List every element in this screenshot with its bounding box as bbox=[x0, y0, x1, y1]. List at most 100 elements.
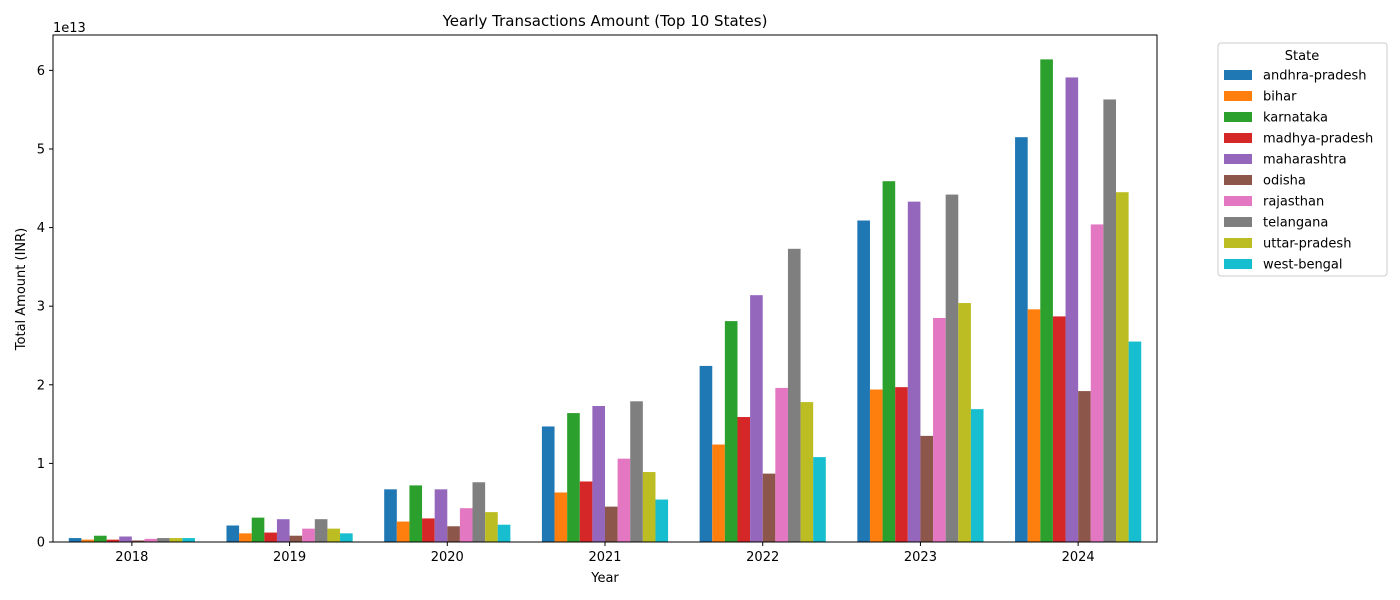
bar-bihar-2022 bbox=[712, 444, 725, 542]
x-tick-label: 2020 bbox=[431, 550, 464, 565]
bar-west-bengal-2023 bbox=[970, 409, 984, 542]
bar-telangana-2019 bbox=[314, 519, 328, 542]
bar-bihar-2018 bbox=[81, 539, 95, 542]
bar-telangana-2023 bbox=[945, 194, 959, 542]
legend-swatch-madhya-pradesh bbox=[1224, 133, 1252, 143]
bar-karnataka-2019 bbox=[251, 517, 265, 542]
bar-rajasthan-2022 bbox=[775, 387, 788, 542]
bar-uttar-pradesh-2023 bbox=[958, 303, 971, 542]
bar-karnataka-2020 bbox=[409, 485, 423, 542]
bar-west-bengal-2021 bbox=[655, 499, 669, 542]
legend-swatch-west-bengal bbox=[1224, 259, 1252, 269]
y-tick-label: 3 bbox=[37, 300, 45, 315]
bar-bihar-2024 bbox=[1027, 309, 1041, 542]
y-tick-label: 2 bbox=[37, 378, 45, 393]
bar-madhya-pradesh-2018 bbox=[106, 539, 120, 542]
bar-uttar-pradesh-2020 bbox=[485, 512, 498, 542]
y-tick-label: 4 bbox=[37, 221, 45, 236]
bar-odisha-2019 bbox=[289, 535, 303, 542]
bar-odisha-2022 bbox=[762, 473, 776, 542]
y-tick-label: 0 bbox=[37, 536, 45, 551]
x-tick-label: 2019 bbox=[273, 550, 306, 565]
bar-madhya-pradesh-2022 bbox=[737, 417, 751, 542]
bar-bihar-2020 bbox=[396, 521, 410, 542]
legend-title: State bbox=[1285, 49, 1319, 64]
bar-madhya-pradesh-2021 bbox=[579, 481, 593, 542]
bar-madhya-pradesh-2020 bbox=[422, 518, 435, 542]
y-axis-label: Total Amount (INR) bbox=[14, 228, 29, 351]
bar-rajasthan-2023 bbox=[933, 317, 946, 542]
bar-andhra-pradesh-2023 bbox=[857, 220, 870, 542]
bar-andhra-pradesh-2024 bbox=[1015, 137, 1028, 542]
legend-swatch-telangana bbox=[1224, 217, 1252, 227]
bar-telangana-2021 bbox=[630, 401, 643, 542]
bar-uttar-pradesh-2019 bbox=[327, 528, 341, 542]
bar-rajasthan-2019 bbox=[302, 528, 315, 542]
x-tick-label: 2021 bbox=[588, 550, 621, 565]
bar-telangana-2024 bbox=[1103, 99, 1116, 543]
bar-andhra-pradesh-2022 bbox=[699, 365, 713, 542]
bar-maharashtra-2019 bbox=[276, 519, 290, 542]
bar-karnataka-2023 bbox=[882, 181, 896, 542]
bar-west-bengal-2020 bbox=[497, 524, 511, 542]
y-tick-label: 5 bbox=[37, 142, 45, 157]
legend-swatch-rajasthan bbox=[1224, 196, 1252, 206]
legend-swatch-andhra-pradesh bbox=[1224, 70, 1252, 80]
bar-maharashtra-2023 bbox=[907, 201, 921, 542]
bar-odisha-2023 bbox=[920, 435, 934, 542]
bar-karnataka-2024 bbox=[1040, 59, 1053, 543]
x-tick-label: 2018 bbox=[115, 550, 148, 565]
bar-telangana-2018 bbox=[157, 538, 170, 542]
bar-maharashtra-2024 bbox=[1065, 77, 1079, 542]
bar-rajasthan-2024 bbox=[1090, 224, 1104, 542]
bar-uttar-pradesh-2021 bbox=[642, 472, 656, 542]
legend-swatch-karnataka bbox=[1224, 112, 1252, 122]
y-offset-text: 1e13 bbox=[53, 21, 86, 36]
plot-frame bbox=[52, 34, 1158, 543]
bar-uttar-pradesh-2018 bbox=[169, 538, 183, 542]
legend-label-bihar: bihar bbox=[1263, 90, 1297, 105]
bar-maharashtra-2020 bbox=[434, 489, 448, 542]
bars-group bbox=[68, 59, 1142, 543]
bar-telangana-2020 bbox=[472, 482, 486, 542]
bar-odisha-2021 bbox=[605, 506, 618, 542]
legend-label-rajasthan: rajasthan bbox=[1263, 195, 1324, 210]
bar-rajasthan-2018 bbox=[144, 538, 158, 542]
bar-andhra-pradesh-2021 bbox=[541, 426, 555, 542]
bar-madhya-pradesh-2024 bbox=[1052, 316, 1066, 542]
bar-odisha-2024 bbox=[1078, 391, 1091, 542]
legend-label-odisha: odisha bbox=[1263, 174, 1306, 189]
bar-karnataka-2018 bbox=[94, 535, 107, 542]
bar-rajasthan-2021 bbox=[617, 458, 631, 542]
bar-andhra-pradesh-2019 bbox=[226, 525, 240, 542]
bar-rajasthan-2020 bbox=[459, 508, 473, 542]
bar-odisha-2020 bbox=[447, 526, 460, 542]
bar-telangana-2022 bbox=[787, 248, 801, 543]
x-tick-label: 2022 bbox=[746, 550, 779, 565]
bar-andhra-pradesh-2018 bbox=[68, 538, 82, 542]
bar-bihar-2021 bbox=[554, 492, 568, 542]
bar-madhya-pradesh-2023 bbox=[895, 387, 908, 542]
legend-swatch-maharashtra bbox=[1224, 154, 1252, 164]
bar-madhya-pradesh-2019 bbox=[264, 532, 277, 542]
y-ticks-group: 0 1 2 3 4 5 6 bbox=[37, 64, 53, 551]
x-tick-label: 2024 bbox=[1062, 550, 1095, 565]
legend-label-madhya-pradesh: madhya-pradesh bbox=[1263, 132, 1373, 147]
bar-west-bengal-2018 bbox=[182, 538, 195, 542]
y-tick-label: 1 bbox=[37, 457, 45, 472]
bar-maharashtra-2018 bbox=[119, 536, 132, 542]
legend-label-telangana: telangana bbox=[1263, 216, 1328, 231]
legend-label-west-bengal: west-bengal bbox=[1263, 258, 1343, 273]
legend-label-andhra-pradesh: andhra-pradesh bbox=[1263, 69, 1367, 84]
legend-swatch-odisha bbox=[1224, 175, 1252, 185]
bar-bihar-2019 bbox=[239, 533, 252, 542]
bar-uttar-pradesh-2024 bbox=[1115, 192, 1129, 542]
bar-uttar-pradesh-2022 bbox=[800, 402, 814, 542]
x-ticks-group: 2018 2019 2020 2021 2022 2023 2024 bbox=[115, 542, 1095, 565]
x-tick-label: 2023 bbox=[904, 550, 937, 565]
legend-label-karnataka: karnataka bbox=[1263, 111, 1328, 126]
legend-swatch-bihar bbox=[1224, 91, 1252, 101]
bar-maharashtra-2022 bbox=[750, 295, 763, 542]
legend: State andhra-pradesh bihar karnataka madhya… bbox=[1217, 42, 1388, 277]
